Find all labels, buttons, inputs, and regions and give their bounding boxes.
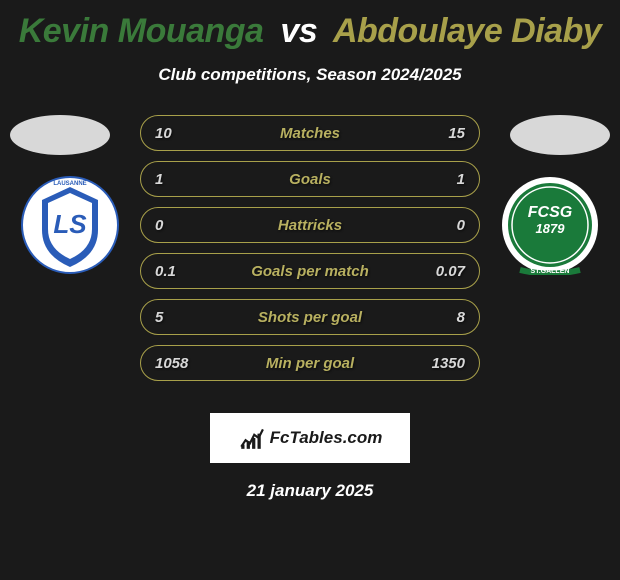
- date-text: 21 january 2025: [0, 481, 620, 501]
- stat-value-left: 1058: [155, 355, 188, 372]
- stat-label: Matches: [280, 125, 340, 142]
- player2-silhouette: [510, 115, 610, 155]
- comparison-title: Kevin Mouanga vs Abdoulaye Diaby: [0, 0, 620, 51]
- stat-label: Hattricks: [278, 217, 342, 234]
- stat-row: 5 Shots per goal 8: [140, 299, 480, 335]
- stat-value-left: 0: [155, 217, 163, 234]
- club-logo-left: LS LAUSANNE: [20, 175, 120, 275]
- svg-text:ST.GALLEN: ST.GALLEN: [531, 268, 570, 275]
- svg-text:FCSG: FCSG: [528, 204, 572, 221]
- svg-text:LAUSANNE: LAUSANNE: [53, 181, 86, 187]
- stat-value-left: 0.1: [155, 263, 176, 280]
- stat-value-left: 5: [155, 309, 163, 326]
- vs-separator: vs: [280, 12, 317, 50]
- stat-value-right: 8: [457, 309, 465, 326]
- stat-row: 1058 Min per goal 1350: [140, 345, 480, 381]
- stat-row: 10 Matches 15: [140, 115, 480, 151]
- stat-value-right: 15: [448, 125, 465, 142]
- stat-row: 0 Hattricks 0: [140, 207, 480, 243]
- svg-text:1879: 1879: [536, 221, 566, 236]
- stat-row: 0.1 Goals per match 0.07: [140, 253, 480, 289]
- comparison-area: LS LAUSANNE FCSG 1879 ST.GALLEN 10Matche…: [0, 115, 620, 395]
- stat-label: Shots per goal: [258, 309, 362, 326]
- player1-name: Kevin Mouanga: [19, 12, 264, 50]
- chart-icon: [238, 425, 264, 451]
- stat-label: Goals: [289, 171, 331, 188]
- club-logo-right: FCSG 1879 ST.GALLEN: [500, 175, 600, 275]
- stat-value-right: 1350: [432, 355, 465, 372]
- stat-value-left: 1: [155, 171, 163, 188]
- stats-list: 10Matches151Goals10Hattricks00.1Goals pe…: [140, 115, 480, 391]
- stat-row: 1 Goals 1: [140, 161, 480, 197]
- stat-value-right: 0: [457, 217, 465, 234]
- player1-silhouette: [10, 115, 110, 155]
- player2-name: Abdoulaye Diaby: [333, 12, 601, 50]
- svg-text:LS: LS: [53, 209, 87, 239]
- subtitle: Club competitions, Season 2024/2025: [0, 65, 620, 85]
- brand-badge: FcTables.com: [210, 413, 410, 463]
- brand-text: FcTables.com: [270, 428, 383, 448]
- stat-value-left: 10: [155, 125, 172, 142]
- stat-label: Goals per match: [251, 263, 369, 280]
- stat-value-right: 1: [457, 171, 465, 188]
- stat-value-right: 0.07: [436, 263, 465, 280]
- stat-label: Min per goal: [266, 355, 354, 372]
